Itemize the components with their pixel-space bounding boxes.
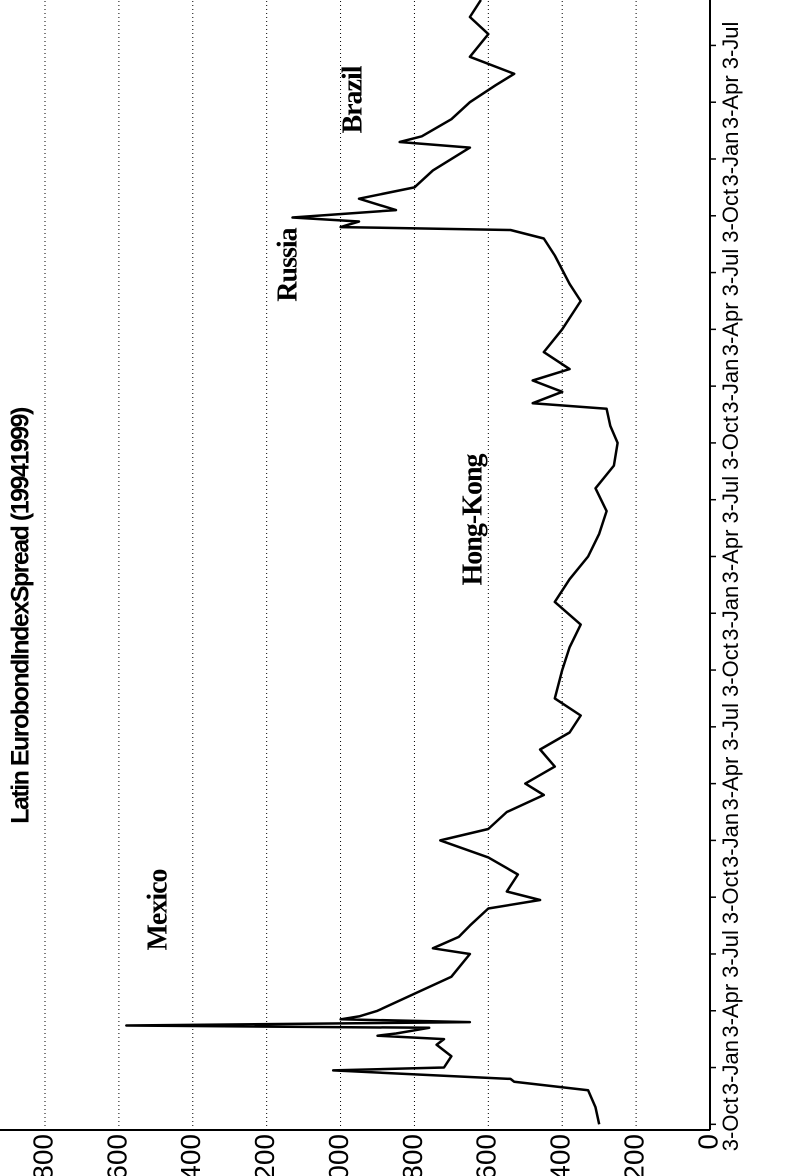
y-tick-label: 1000 [323,1134,354,1176]
y-tick-label: 1400 [175,1134,206,1176]
x-tick-label: 3-Jan [718,359,743,414]
annotation: Hong-Kong [457,453,488,585]
x-tick-label: 3-Oct [718,643,743,697]
x-tick-label: 3-Jul [718,930,743,978]
y-tick-label: 1600 [101,1134,132,1176]
y-tick-label: 800 [397,1134,428,1176]
x-tick-label: 3-Jan [718,813,743,868]
y-tick-label: 1200 [249,1134,280,1176]
x-tick-label: 3-Jul [718,703,743,751]
annotation: Mexico [142,869,173,950]
y-tick-label: 0 [692,1134,723,1150]
x-tick-label: 3-Jul [718,249,743,297]
y-tick-label: 200 [619,1134,650,1176]
x-tick-label: 3-Oct [718,416,743,470]
x-tick-label: 3-Jul [718,476,743,524]
annotation: Russia [272,227,303,301]
x-tick-label: 3-Oct [718,870,743,924]
x-tick-label: 3-Oct [718,189,743,243]
y-tick-label: 1800 [27,1134,58,1176]
x-tick-label: 3-Apr [718,757,743,811]
annotation: Brazil [337,65,368,133]
x-tick-label: 3-Apr [718,984,743,1038]
y-tick-label: 400 [545,1134,576,1176]
x-tick-label: 3-Apr [718,530,743,584]
y-tick-label: 600 [471,1134,502,1176]
x-tick-label: 3-Jul [718,22,743,70]
x-tick-label: 3-Jan [718,586,743,641]
x-tick-label: 3-Jan [718,131,743,186]
x-tick-label: 3-Apr [718,302,743,356]
data-line [125,0,619,1125]
chart-title: Latin EurobondIndexSpread (19941999) [7,407,35,824]
x-tick-label: 3-Jan [718,1040,743,1095]
x-tick-label: 3-Oct [718,1097,743,1151]
x-tick-label: 3-Apr [718,75,743,129]
